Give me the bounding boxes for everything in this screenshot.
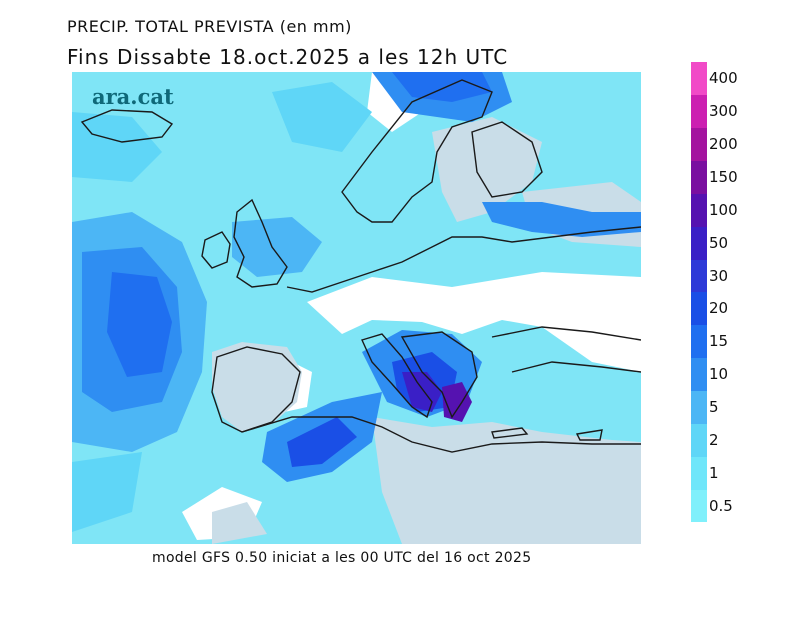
colorbar-label: 1 <box>709 463 719 482</box>
colorbar-swatch <box>691 324 707 359</box>
colorbar-label: 30 <box>709 266 729 285</box>
colorbar-swatch <box>691 357 707 392</box>
map-title: PRECIP. TOTAL PREVISTA (en mm) <box>67 17 352 36</box>
colorbar-swatch <box>691 292 707 326</box>
coastlines <box>80 79 641 453</box>
colorbar-swatch <box>691 193 707 227</box>
dry-land <box>212 502 267 544</box>
rain-band <box>392 72 492 102</box>
colorbar-swatch <box>691 259 707 293</box>
colorbar-label: 2 <box>709 430 719 449</box>
dry-land <box>432 117 542 222</box>
precipitation-colorbar <box>691 62 707 523</box>
colorbar-label: 50 <box>709 233 729 252</box>
colorbar-label: 10 <box>709 365 729 384</box>
colorbar-label: 200 <box>709 135 738 154</box>
rain-band <box>72 452 142 532</box>
colorbar-label: 20 <box>709 299 729 318</box>
dry-land <box>212 342 302 432</box>
map-valid-time: Fins Dissabte 18.oct.2025 a les 12h UTC <box>67 45 509 69</box>
colorbar-swatch <box>691 226 707 260</box>
colorbar-swatch <box>691 160 707 194</box>
colorbar-label: 0.5 <box>709 496 733 515</box>
colorbar-label: 400 <box>709 69 738 88</box>
colorbar-label: 150 <box>709 168 738 186</box>
colorbar-label: 300 <box>709 102 738 121</box>
model-run-info: model GFS 0.50 iniciat a les 00 UTC del … <box>152 550 532 566</box>
dry-area <box>307 272 641 372</box>
rain-band <box>72 112 162 182</box>
precipitation-map <box>72 72 641 544</box>
rain-band <box>482 202 641 237</box>
colorbar-label: 100 <box>709 200 738 219</box>
colorbar-label: 15 <box>709 332 729 351</box>
colorbar-swatch <box>691 62 707 96</box>
colorbar-label: 5 <box>709 398 719 416</box>
rain-band <box>287 417 357 467</box>
colorbar-swatch <box>691 489 707 523</box>
colorbar-swatch <box>691 390 707 424</box>
rain-band <box>232 217 322 277</box>
brand-logo: ara.cat <box>92 84 174 109</box>
rain-band <box>107 272 172 377</box>
colorbar-swatch <box>691 423 707 457</box>
colorbar-swatch <box>691 456 707 490</box>
rain-band <box>272 82 372 152</box>
colorbar-swatch <box>691 127 707 162</box>
colorbar-swatch <box>691 94 707 129</box>
